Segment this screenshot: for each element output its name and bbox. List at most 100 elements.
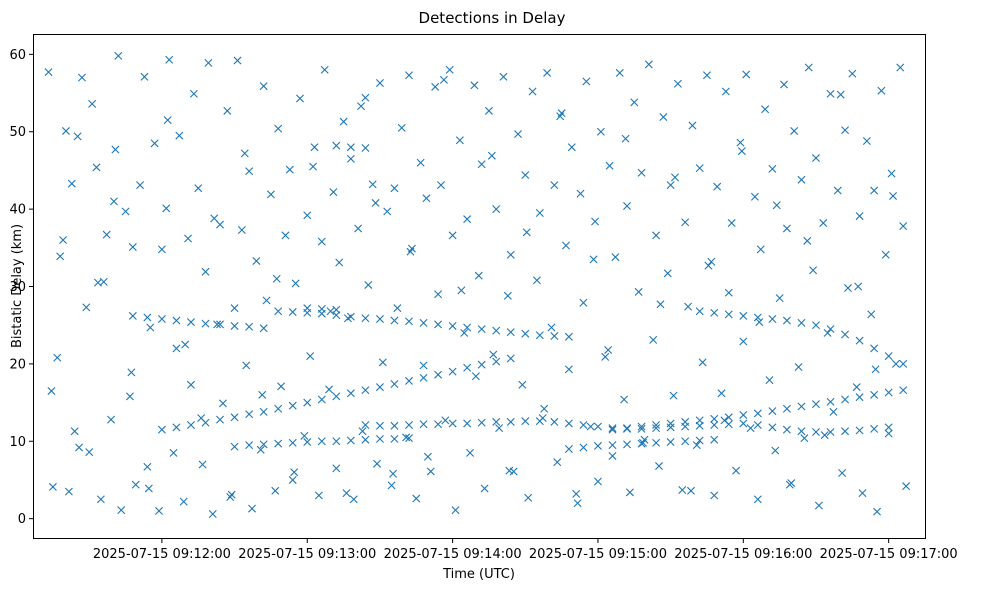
data-point-track-e-low — [652, 438, 661, 447]
data-point-clutter — [884, 429, 893, 438]
data-point-track-d-mid — [855, 426, 864, 435]
data-point-clutter — [194, 184, 203, 193]
data-point-clutter — [644, 60, 653, 69]
data-point-track-e-low — [710, 435, 719, 444]
data-point-clutter — [553, 458, 562, 467]
data-point-clutter — [127, 368, 136, 377]
data-point-clutter — [393, 304, 402, 313]
data-point-clutter — [652, 231, 661, 240]
x-tick-label: 2025-07-15 09:14:00 — [384, 547, 522, 562]
data-point-track-a-descending — [259, 324, 268, 333]
data-point-track-f-ascending-2 — [724, 413, 733, 422]
y-axis-ticks: 0 10 20 30 40 50 60 — [9, 48, 34, 527]
data-point-track-a-descending — [201, 319, 210, 328]
data-point-clutter — [175, 131, 184, 140]
data-point-clutter — [620, 395, 629, 404]
data-point-clutter — [720, 416, 729, 425]
data-point-clutter — [285, 165, 294, 174]
data-point-clutter — [181, 340, 190, 349]
data-point-clutter — [162, 204, 171, 213]
data-point-track-a-descending — [128, 311, 137, 320]
data-point-track-b-ascending — [405, 376, 413, 385]
data-point-track-d-mid — [375, 421, 384, 430]
data-point-clutter — [262, 296, 271, 305]
data-point-clutter — [364, 280, 373, 289]
data-point-track-g-descending-2 — [710, 308, 719, 317]
data-point-track-f-ascending-2 — [826, 397, 835, 406]
data-point-clutter — [266, 190, 275, 199]
data-point-clutter — [102, 230, 111, 239]
data-point-clutter — [431, 82, 440, 91]
data-point-clutter — [649, 335, 658, 344]
data-point-clutter — [684, 302, 693, 311]
data-point-clutter — [383, 207, 392, 216]
data-point-track-f-ascending-2 — [637, 422, 646, 431]
data-point-clutter — [804, 63, 813, 72]
data-point-clutter — [77, 73, 86, 82]
data-point-clutter — [402, 433, 411, 442]
data-point-track-e-low — [579, 443, 588, 452]
data-point-clutter — [92, 163, 101, 172]
data-point-clutter — [843, 284, 852, 293]
data-point-clutter — [775, 294, 784, 303]
data-point-clutter — [213, 320, 222, 329]
data-point-clutter — [332, 464, 341, 473]
data-point-track-d-mid — [884, 423, 893, 432]
data-point-clutter — [111, 145, 120, 154]
data-point-clutter — [125, 392, 134, 401]
data-point-clutter — [589, 255, 598, 264]
data-point-clutter — [349, 495, 358, 504]
data-point-track-d-mid — [434, 420, 443, 429]
data-point-track-a-descending — [535, 331, 544, 340]
data-point-track-b-ascending — [288, 401, 297, 410]
data-point-track-b-ascending — [245, 410, 254, 419]
data-point-clutter — [663, 269, 672, 278]
data-point-clutter — [698, 358, 707, 367]
data-point-clutter — [59, 236, 68, 245]
data-point-track-f-ascending-2 — [841, 395, 850, 404]
data-point-clutter — [707, 257, 716, 266]
data-point-clutter — [204, 58, 213, 67]
data-point-track-f-ascending-2 — [811, 400, 820, 409]
data-point-clutter — [75, 443, 84, 452]
data-point-track-g-descending-2 — [782, 316, 791, 325]
data-point-clutter — [838, 469, 847, 477]
data-point-track-g-descending-2 — [826, 325, 835, 334]
data-point-clutter — [463, 215, 472, 224]
data-point-clutter — [506, 250, 515, 259]
data-point-clutter — [634, 287, 643, 296]
data-point-track-b-ascending — [346, 389, 355, 398]
data-point-clutter — [772, 201, 781, 210]
data-point-clutter — [44, 68, 53, 77]
data-point-track-c-lower — [390, 434, 399, 443]
data-point-track-i-short — [346, 143, 355, 152]
data-point-clutter — [259, 82, 268, 91]
data-point-clutter — [61, 126, 70, 135]
data-point-track-d-mid — [506, 417, 515, 426]
data-point-track-a-descending — [405, 317, 413, 326]
data-point-track-f-ascending-2 — [623, 424, 632, 433]
data-point-clutter — [656, 300, 665, 309]
data-point-clutter — [64, 487, 73, 496]
data-point-clutter — [819, 219, 828, 228]
data-point-track-f-ascending-2 — [666, 419, 675, 428]
data-point-track-a-descending — [419, 318, 428, 327]
data-point-clutter — [375, 78, 384, 87]
x-tick-label: 2025-07-15 09:17:00 — [820, 547, 958, 562]
data-point-track-b-ascending — [375, 383, 384, 392]
data-point-clutter — [896, 63, 905, 72]
data-point-clutter — [480, 484, 489, 493]
data-point-clutter — [870, 186, 879, 195]
chart-title: Detections in Delay — [419, 9, 566, 27]
data-point-clutter — [474, 271, 483, 280]
data-point-track-a-descending — [390, 316, 399, 325]
data-point-track-g-descending-2 — [724, 310, 733, 319]
data-point-clutter — [223, 106, 232, 115]
data-point-track-h-short — [317, 304, 326, 313]
data-point-clutter — [412, 494, 421, 503]
data-point-clutter — [155, 506, 163, 515]
data-point-clutter — [686, 486, 695, 495]
data-point-track-f-ascending-2 — [608, 425, 617, 434]
data-point-clutter — [252, 256, 261, 265]
data-point-clutter — [673, 79, 682, 88]
